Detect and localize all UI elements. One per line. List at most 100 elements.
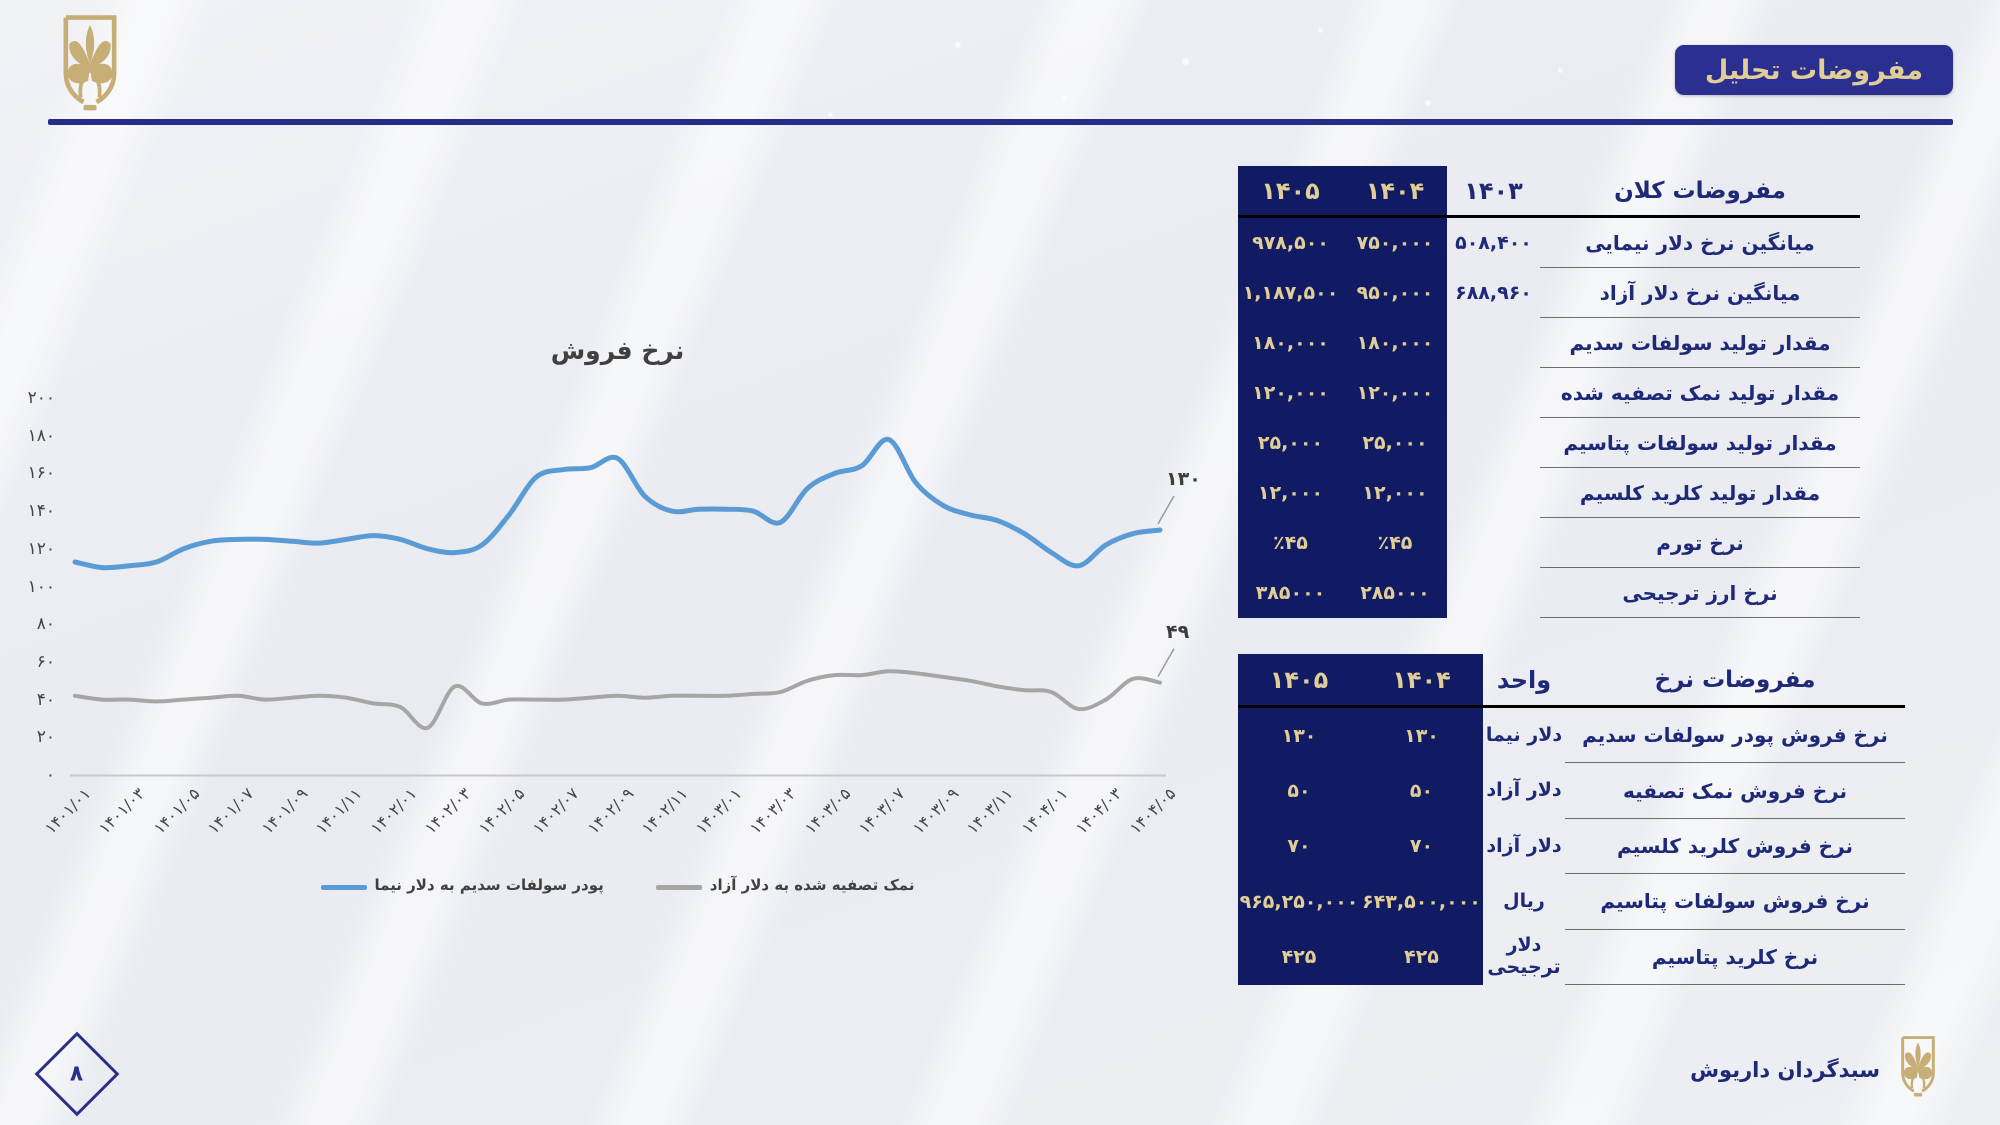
macro-value-1403: [1447, 318, 1540, 368]
x-tick-label: ۱۴۰۱/۰۳: [94, 784, 149, 838]
x-tick-label: ۱۴۰۳/۰۵: [800, 784, 854, 838]
macro-row-label: میانگین نرخ دلار آزاد: [1540, 268, 1860, 318]
macro-value-1405: ۱۲,۰۰۰: [1238, 468, 1343, 518]
y-tick-label: ۱۲۰: [27, 538, 55, 559]
x-tick-label: ۱۴۰۲/۱۱: [637, 784, 692, 838]
rate-value-1404: ۶۴۳,۵۰۰,۰۰۰: [1360, 874, 1483, 930]
legend-swatch-icon: [320, 885, 367, 890]
rate-value-1405: ۱۳۰: [1238, 708, 1360, 764]
title-badge: مفروضات تحلیل: [1675, 45, 1953, 95]
y-tick-label: ۱۰۰: [27, 576, 55, 597]
macro-value-1404: ۹۵۰,۰۰۰: [1343, 268, 1447, 318]
x-tick-label: ۱۴۰۳/۱۱: [962, 784, 1017, 838]
x-tick-label: ۱۴۰۴/۰۳: [1071, 784, 1126, 838]
rate-row-label: نرخ فروش سولفات پتاسیم: [1565, 874, 1905, 930]
title-badge-label: مفروضات تحلیل: [1704, 54, 1924, 86]
legend-entry-1: نمک تصفیه شده به دلار آزاد: [655, 876, 915, 894]
macro-row-label: نرخ ارز ترجیحی: [1540, 568, 1860, 618]
y-tick-label: ۱۸۰: [27, 425, 55, 446]
series-end-label: ۱۳۰: [1166, 467, 1201, 490]
x-tick-label: ۱۴۰۳/۰۱: [691, 784, 746, 838]
macro-value-1403: [1447, 518, 1540, 568]
macro-value-1404: ۲۸۵۰۰۰: [1343, 568, 1447, 618]
legend-swatch-icon: [655, 885, 702, 890]
rate-row-label: نرخ فروش پودر سولفات سدیم: [1565, 708, 1905, 764]
sparkle-dot: [1182, 58, 1189, 65]
rate-value-1405: ۷۰: [1238, 818, 1360, 875]
macro-value-1405: ۲۵,۰۰۰: [1238, 418, 1343, 468]
sparkle-dot: [1318, 28, 1323, 33]
end-label-leader: [1157, 495, 1175, 525]
macro-value-1405: ٪۴۵: [1238, 518, 1343, 568]
sparkle-dot: [1062, 96, 1067, 101]
macro-value-1403: [1447, 368, 1540, 418]
x-tick-label: ۱۴۰۲/۰۱: [366, 784, 420, 838]
page-number-badge: ۸: [34, 1031, 120, 1117]
chart-title: نرخ فروش: [550, 336, 685, 365]
macro-row-label: مقدار تولید سولفات پتاسیم: [1540, 418, 1860, 468]
y-tick-label: ۶۰: [36, 651, 55, 672]
macro-row-label: میانگین نرخ دلار نیمایی: [1540, 218, 1860, 268]
macro-value-1404: ۱۸۰,۰۰۰: [1343, 318, 1447, 368]
macro-table-title: مفروضات کلان: [1540, 166, 1860, 218]
x-tick-label: ۱۴۰۱/۰۵: [149, 784, 203, 838]
y-tick-label: ۲۰: [36, 727, 55, 748]
x-tick-label: ۱۴۰۴/۰۵: [1125, 784, 1180, 838]
rate-row-label: نرخ فروش کلرید کلسیم: [1565, 819, 1905, 875]
y-tick-label: ۲۰۰: [27, 388, 55, 408]
macro-value-1404: ۱۲,۰۰۰: [1343, 468, 1447, 518]
rate-unit: دلار ترجیحی: [1487, 934, 1561, 979]
company-logo-icon: [63, 15, 117, 111]
rate-col-unit-header: واحد: [1483, 654, 1565, 708]
rate-row-label: نرخ کلرید پتاسیم: [1565, 930, 1905, 985]
x-tick-label: ۱۴۰۲/۰۷: [528, 784, 583, 838]
macro-assumptions-table: مفروضات کلان ۱۴۰۳ ۱۴۰۴ ۱۴۰۵ میانگین نرخ دلار…: [1238, 166, 1860, 618]
end-label-leader: [1157, 648, 1175, 678]
series-line-0: [72, 436, 1163, 571]
macro-col-1403-header: ۱۴۰۳: [1447, 166, 1540, 218]
legend-label: نمک تصفیه شده به دلار آزاد: [709, 876, 915, 894]
rate-table-title: مفروضات نرخ: [1565, 654, 1905, 708]
series-line-1: [73, 669, 1162, 731]
y-tick-label: ۴۰: [36, 689, 55, 710]
macro-value-1404: ٪۴۵: [1343, 518, 1447, 568]
rate-value-1404: ۷۰: [1360, 818, 1483, 875]
macro-col-1404-header: ۱۴۰۴: [1343, 166, 1447, 218]
footer-brand: سبدگردان داریوش: [1690, 1058, 1880, 1082]
y-tick-label: ۸۰: [36, 614, 55, 635]
rate-col-1404-header: ۱۴۰۴: [1360, 654, 1483, 708]
legend-entry-0: پودر سولفات سدیم به دلار نیما: [320, 876, 604, 894]
footer-logo-icon: [1901, 1036, 1935, 1097]
x-tick-label: ۱۴۰۳/۰۷: [854, 784, 909, 838]
rate-col-1405-header: ۱۴۰۵: [1238, 654, 1360, 708]
macro-value-1403: [1447, 568, 1540, 618]
macro-value-1405: ۱,۱۸۷,۵۰۰: [1238, 268, 1343, 318]
x-tick-label: ۱۴۰۲/۰۵: [474, 784, 529, 838]
rate-unit: دلار نیما: [1485, 723, 1563, 746]
macro-value-1404: ۲۵,۰۰۰: [1343, 418, 1447, 468]
macro-row-label: مقدار تولید نمک تصفیه شده: [1540, 368, 1860, 418]
x-tick-label: ۱۴۰۳/۰۳: [745, 784, 800, 838]
x-tick-label: ۱۴۰۱/۰۷: [203, 784, 258, 838]
sparkle-dot: [828, 112, 833, 117]
x-tick-label: ۱۴۰۱/۱۱: [311, 784, 366, 838]
rate-unit: ریال: [1503, 889, 1545, 912]
page-number: ۸: [70, 1061, 84, 1087]
macro-value-1403: [1447, 418, 1540, 468]
macro-value-1403: ۶۸۸,۹۶۰: [1455, 282, 1532, 304]
y-tick-label: ۰: [45, 765, 55, 785]
macro-col-1405-header: ۱۴۰۵: [1238, 166, 1343, 218]
rate-value-1404: ۱۳۰: [1360, 708, 1483, 764]
macro-row-label: مقدار تولید سولفات سدیم: [1540, 318, 1860, 368]
x-tick-label: ۱۴۰۴/۰۱: [1017, 784, 1071, 838]
rate-value-1405: ۵۰: [1238, 763, 1360, 819]
x-tick-label: ۱۴۰۲/۰۳: [420, 784, 475, 838]
rate-assumptions-table: مفروضات نرخ واحد ۱۴۰۴ ۱۴۰۵ نرخ فروش پودر سول…: [1238, 654, 1905, 985]
y-tick-label: ۱۶۰: [27, 463, 55, 484]
rate-unit: دلار آزاد: [1486, 834, 1562, 857]
macro-value-1404: ۷۵۰,۰۰۰: [1343, 218, 1447, 268]
rate-unit: دلار آزاد: [1486, 779, 1562, 802]
rate-row-label: نرخ فروش نمک تصفیه: [1565, 763, 1905, 819]
sparkle-dot: [1425, 100, 1431, 106]
